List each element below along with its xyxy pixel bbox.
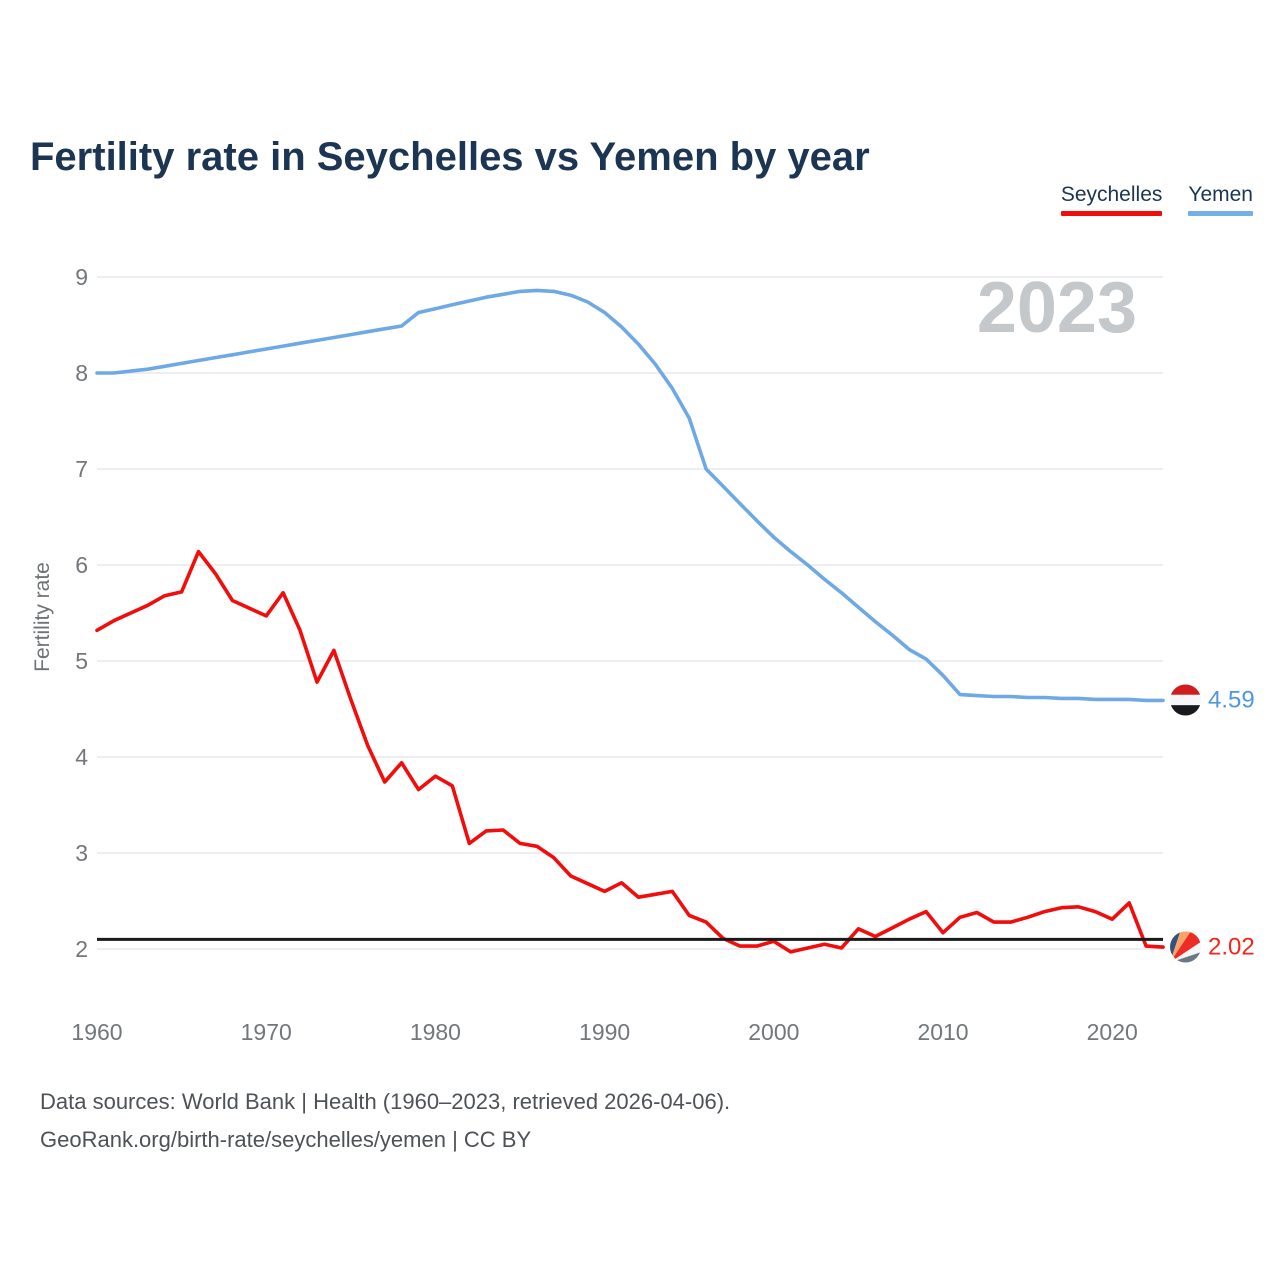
end-label-yemen: 4.59 bbox=[1170, 684, 1255, 716]
page-title: Fertility rate in Seychelles vs Yemen by… bbox=[30, 134, 870, 179]
legend-item-yemen[interactable]: Yemen bbox=[1188, 183, 1253, 216]
legend-item-seychelles[interactable]: Seychelles bbox=[1060, 183, 1163, 216]
svg-text:2020: 2020 bbox=[1087, 1019, 1138, 1045]
y-tick-labels: 2 3 4 5 6 7 8 9 bbox=[75, 264, 88, 962]
svg-text:1990: 1990 bbox=[579, 1019, 630, 1045]
svg-text:2: 2 bbox=[75, 936, 88, 962]
source-attribution: Data sources: World Bank | Health (1960–… bbox=[40, 1083, 730, 1159]
series-line-yemen[interactable] bbox=[95, 288, 1165, 703]
legend-label-seychelles: Seychelles bbox=[1060, 183, 1163, 206]
svg-text:5: 5 bbox=[75, 648, 88, 674]
yemen-end-value: 4.59 bbox=[1208, 686, 1255, 713]
series-line-seychelles[interactable] bbox=[95, 549, 1165, 954]
svg-text:6: 6 bbox=[75, 552, 88, 578]
svg-text:1960: 1960 bbox=[71, 1019, 122, 1045]
legend: Seychelles Yemen bbox=[1060, 183, 1253, 216]
end-label-seychelles: 2.02 bbox=[1170, 931, 1255, 963]
svg-text:8: 8 bbox=[75, 360, 88, 386]
year-watermark: 2023 bbox=[976, 268, 1137, 348]
legend-label-yemen: Yemen bbox=[1188, 183, 1253, 206]
source-line: Data sources: World Bank | Health (1960–… bbox=[40, 1089, 731, 1114]
svg-text:1970: 1970 bbox=[241, 1019, 292, 1045]
svg-text:1980: 1980 bbox=[410, 1019, 461, 1045]
legend-underline-yemen bbox=[1188, 211, 1253, 216]
svg-text:2010: 2010 bbox=[917, 1019, 968, 1045]
svg-text:4: 4 bbox=[75, 744, 88, 770]
seychelles-flag-icon bbox=[1170, 931, 1201, 963]
seychelles-end-value: 2.02 bbox=[1208, 933, 1255, 960]
svg-text:2000: 2000 bbox=[748, 1019, 799, 1045]
svg-text:3: 3 bbox=[75, 840, 88, 866]
svg-text:9: 9 bbox=[75, 264, 88, 290]
gridlines bbox=[97, 276, 1163, 950]
yemen-flag-icon bbox=[1170, 684, 1201, 716]
license-line: GeoRank.org/birth-rate/seychelles/yemen … bbox=[40, 1127, 532, 1152]
x-tick-labels: 1960 1970 1980 1990 2000 2010 2020 bbox=[71, 1019, 1137, 1045]
svg-text:7: 7 bbox=[75, 456, 88, 482]
legend-underline-seychelles bbox=[1060, 211, 1163, 216]
